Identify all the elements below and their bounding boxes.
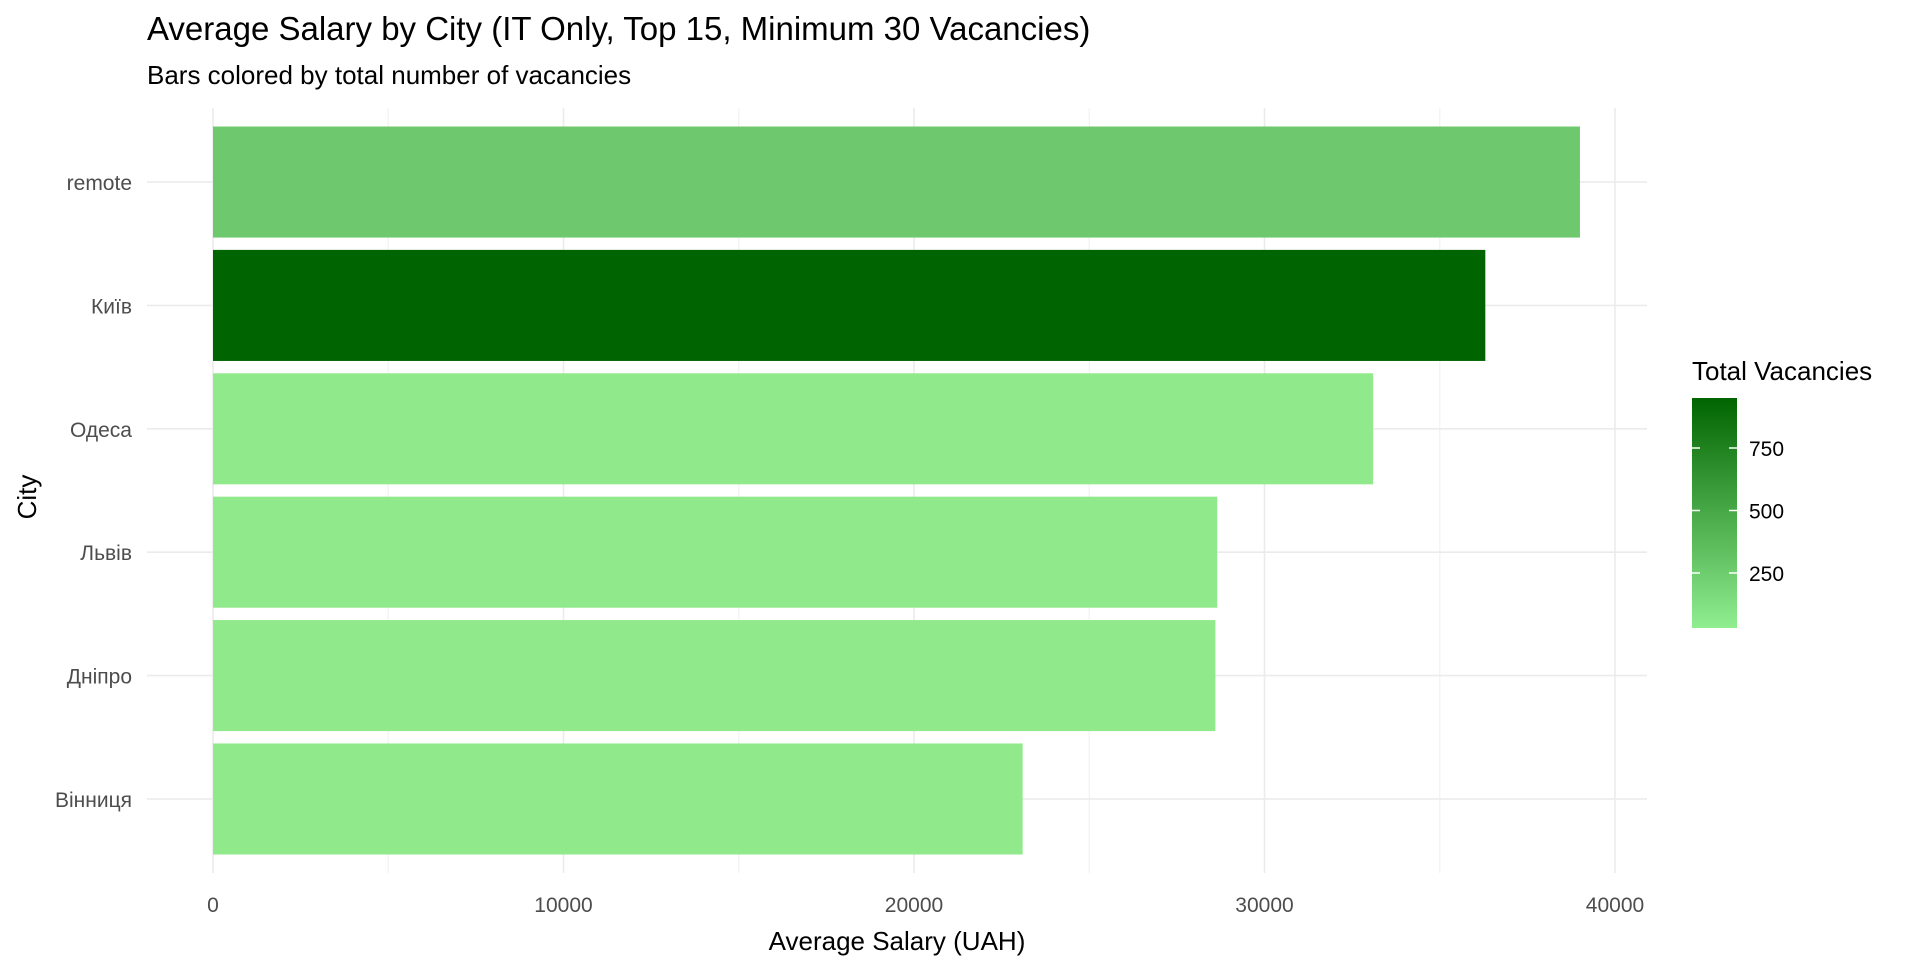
x-tick-label: 20000 bbox=[885, 894, 943, 917]
bar bbox=[213, 126, 1580, 238]
chart-subtitle: Bars colored by total number of vacancie… bbox=[147, 60, 632, 90]
legend-colorbar bbox=[1692, 398, 1737, 628]
y-tick-label: Львів bbox=[80, 542, 132, 565]
legend-ticks: 250 500 750 bbox=[1692, 438, 1784, 586]
y-tick-label: Одеса bbox=[70, 419, 132, 442]
bars bbox=[213, 126, 1580, 855]
x-tick-label: 0 bbox=[207, 894, 219, 917]
y-axis-title: City bbox=[12, 475, 42, 520]
legend-title: Total Vacancies bbox=[1692, 356, 1872, 386]
bar bbox=[213, 496, 1218, 608]
legend-tick-label: 250 bbox=[1749, 563, 1784, 586]
x-axis-title: Average Salary (UAH) bbox=[769, 926, 1026, 956]
color-legend: Total Vacancies 250 500 750 bbox=[1692, 356, 1872, 628]
bar bbox=[213, 249, 1486, 361]
x-tick-label: 40000 bbox=[1586, 894, 1644, 917]
x-tick-label: 30000 bbox=[1235, 894, 1293, 917]
x-tick-label: 10000 bbox=[534, 894, 592, 917]
bar bbox=[213, 373, 1374, 485]
bar bbox=[213, 743, 1023, 855]
y-tick-label: Вінниця bbox=[55, 789, 132, 812]
bar bbox=[213, 620, 1216, 732]
y-tick-labels: remote Київ Одеса Львів Дніпро Вінниця bbox=[55, 172, 132, 812]
y-tick-label: remote bbox=[67, 172, 132, 195]
chart-title: Average Salary by City (IT Only, Top 15,… bbox=[147, 10, 1091, 47]
x-tick-labels: 0 10000 20000 30000 40000 bbox=[207, 894, 1644, 917]
legend-tick-label: 500 bbox=[1749, 501, 1784, 524]
y-tick-label: Київ bbox=[91, 295, 132, 318]
y-tick-label: Дніпро bbox=[67, 666, 132, 689]
legend-tick-label: 750 bbox=[1749, 438, 1784, 461]
